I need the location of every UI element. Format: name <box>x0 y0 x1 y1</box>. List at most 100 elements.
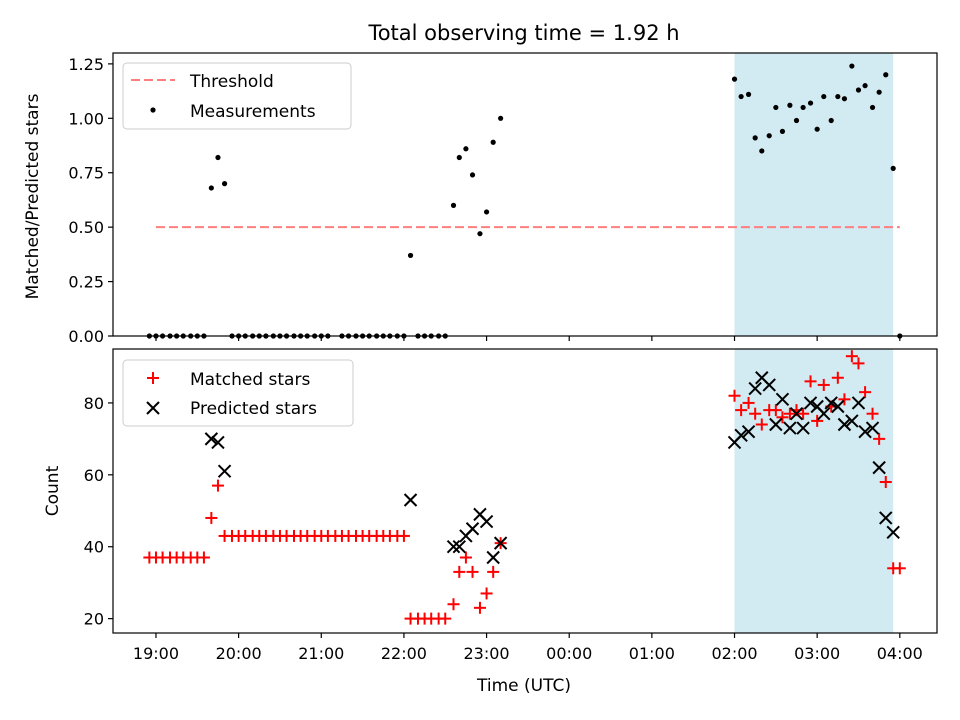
measurement-point <box>463 146 469 152</box>
matched-star-point <box>453 565 466 578</box>
predicted-star-point <box>211 435 225 450</box>
predicted-star-point <box>817 407 831 421</box>
matched-star-point <box>811 414 824 427</box>
measurement-point <box>498 115 504 121</box>
predicted-star-point <box>879 511 893 525</box>
y-tick-label: 80 <box>84 394 104 413</box>
predicted-star-point <box>479 514 494 529</box>
predicted-star-point <box>789 407 804 421</box>
predicted-star-point <box>403 493 418 507</box>
top-y-ticks: 0.00 0.25 0.50 0.75 1.00 1.25 <box>68 55 113 346</box>
observing-span-bottom <box>734 349 894 633</box>
x-tick-label: 23:00 <box>464 644 510 663</box>
matched-star-point <box>487 565 500 578</box>
matched-star-point <box>866 407 879 420</box>
measurement-point <box>890 165 896 171</box>
y-tick-label: 0.75 <box>68 164 104 183</box>
predicted-star-point <box>452 540 467 554</box>
measurement-point <box>208 185 214 191</box>
legend-matched-swatch <box>147 372 159 384</box>
y-tick-label: 0.00 <box>68 327 104 346</box>
predicted-star-point <box>831 399 845 414</box>
y-tick-label: 1.00 <box>68 109 104 128</box>
legend-measurements-swatch <box>150 107 156 113</box>
matched-star-point <box>755 418 768 431</box>
measurement-point <box>876 89 882 95</box>
x-axis-label: Time (UTC) <box>476 676 571 696</box>
measurement-point <box>835 93 841 100</box>
x-tick-label: 01:00 <box>629 644 675 663</box>
legend-predicted-swatch <box>146 401 160 415</box>
x-tick-label: 22:00 <box>381 644 427 663</box>
predicted-star-point <box>762 378 776 392</box>
matched-star-point <box>439 612 452 625</box>
predicted-star-point <box>824 396 838 410</box>
bottom-y-axis-label: Count <box>43 465 63 516</box>
matched-star-point <box>873 432 886 445</box>
matched-star-point <box>838 393 851 406</box>
measurement-point <box>456 154 462 161</box>
measurement-point <box>469 172 476 178</box>
measurement-point <box>738 93 744 100</box>
predicted-star-point <box>886 525 900 540</box>
measurement-point <box>855 87 862 93</box>
measurement-point <box>779 128 786 134</box>
predicted-star-point <box>465 522 480 536</box>
measurement-point <box>793 117 800 124</box>
measurement-point <box>766 133 772 139</box>
measurement-point <box>849 63 855 69</box>
x-tick-label: 19:00 <box>133 644 179 663</box>
matched-star-point <box>749 407 762 420</box>
matched-star-point <box>735 404 748 417</box>
measurement-point <box>869 104 876 111</box>
legend-matched-label: Matched stars <box>190 370 310 390</box>
bottom-legend: Matched stars Predicted stars <box>122 359 354 427</box>
y-tick-label: 0.50 <box>68 218 104 237</box>
predicted-star-point <box>803 396 818 410</box>
measurement-point <box>490 139 496 145</box>
legend-predicted-label: Predicted stars <box>190 399 317 419</box>
matched-star-point <box>447 598 460 611</box>
bottom-y-ticks: 20 40 60 80 <box>84 394 113 629</box>
predicted-star-point <box>769 417 783 432</box>
matched-star-point <box>845 350 858 363</box>
chart-title: Total observing time = 1.92 h <box>367 21 679 45</box>
measurement-point <box>773 104 779 111</box>
x-tick-label: 04:00 <box>877 644 923 663</box>
predicted-star-point <box>872 460 886 475</box>
matched-star-point <box>466 565 479 578</box>
y-tick-label: 0.25 <box>68 273 104 292</box>
measurement-point <box>862 83 868 89</box>
matched-star-point <box>831 371 844 384</box>
top-legend: Threshold Measurements <box>122 62 352 130</box>
matched-star-point <box>804 375 817 388</box>
bottom-panel: 20 40 60 80 19:00 20:00 21:00 22:00 23:00 00:00 0… <box>43 348 938 663</box>
predicted-star-point <box>796 421 810 435</box>
y-tick-label: 1.25 <box>68 55 104 74</box>
measurement-point <box>814 126 820 132</box>
matched-star-point <box>197 551 210 564</box>
measurement-point <box>450 202 457 208</box>
matched-star-point <box>817 378 830 391</box>
matched-star-point <box>473 601 486 614</box>
top-axes-frame <box>112 52 938 337</box>
measurement-point <box>745 91 752 97</box>
top-panel: 0.00 0.25 0.50 0.75 1.00 1.25 Matched/Predict… <box>23 52 938 346</box>
matched-star-point <box>397 529 410 542</box>
predicted-star-point <box>486 550 500 565</box>
measurement-point <box>221 181 228 187</box>
predicted-star-point <box>865 421 880 435</box>
observing-span-top <box>734 53 894 336</box>
matched-star-point <box>205 511 218 524</box>
measurement-point <box>821 93 827 100</box>
measurement-point <box>407 252 414 259</box>
matched-star-point <box>211 479 224 492</box>
predicted-star-point <box>858 424 872 439</box>
matched-star-point <box>459 551 472 564</box>
x-tick-label: 00:00 <box>546 644 592 663</box>
matched-star-point <box>776 411 789 424</box>
matched-star-point <box>879 476 892 489</box>
matched-star-point <box>742 396 755 409</box>
matched-star-point <box>797 407 810 420</box>
